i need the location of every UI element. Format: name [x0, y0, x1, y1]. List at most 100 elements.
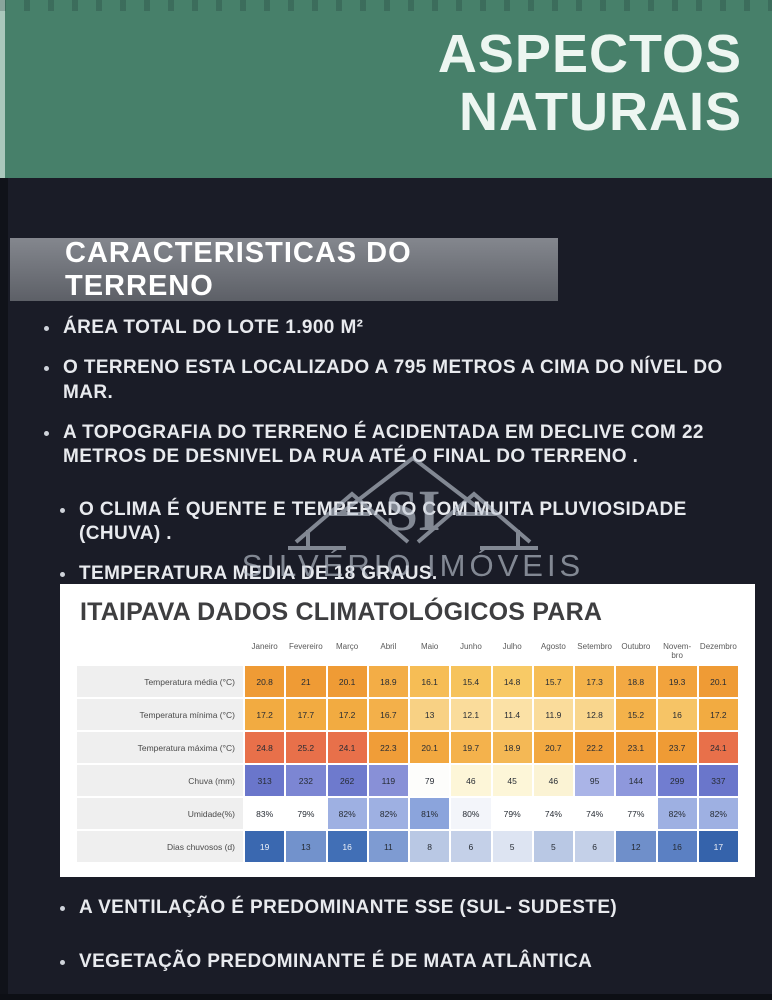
data-cell: 20.1 — [697, 665, 739, 698]
data-cell: 15.7 — [532, 665, 574, 698]
data-cell: 23.1 — [615, 731, 657, 764]
data-cell: 74% — [574, 797, 616, 830]
table-row: Umidade(%) 83% 79% 82% 82% 81% 80% 79% 74% 74% 77%… — [76, 797, 739, 830]
month-header-cell: Outubro — [615, 637, 657, 665]
month-header-cell: Maio — [409, 637, 451, 665]
data-cell: 15.2 — [615, 698, 657, 731]
data-cell: 14.8 — [491, 665, 533, 698]
data-cell: 262 — [326, 764, 368, 797]
slide-header: ASPECTOS NATURAIS — [0, 0, 772, 178]
list-item: O TERRENO ESTA LOCALIZADO A 795 METROS A… — [44, 356, 734, 405]
data-cell: 313 — [244, 764, 286, 797]
data-cell: 22.2 — [574, 731, 616, 764]
month-header-cell: Março — [326, 637, 368, 665]
data-cell: 12.8 — [574, 698, 616, 731]
month-header-cell: Setembro — [574, 637, 616, 665]
bullet-dot-icon — [44, 326, 49, 331]
data-cell: 82% — [326, 797, 368, 830]
month-header-cell: Abril — [367, 637, 409, 665]
data-cell: 5 — [532, 830, 574, 863]
month-header-cell: Junho — [450, 637, 492, 665]
table-row: Chuva (mm) 313 232 262 119 79 46 45 46 95 144 299 33… — [76, 764, 739, 797]
data-cell: 21 — [285, 665, 327, 698]
data-cell: 16 — [656, 698, 698, 731]
data-cell: 15.4 — [450, 665, 492, 698]
data-cell: 8 — [409, 830, 451, 863]
bullet-dot-icon — [60, 906, 65, 911]
data-cell: 16.1 — [409, 665, 451, 698]
data-cell: 19.3 — [656, 665, 698, 698]
bottom-bullet-list: A VENTILAÇÃO É PREDOMINANTE SSE (SUL- SU… — [60, 896, 740, 975]
data-cell: 16 — [326, 830, 368, 863]
bullet-text: A TOPOGRAFIA DO TERRENO É ACIDENTADA EM … — [63, 421, 704, 468]
climate-table-header: Janeiro Fevereiro Março Abril Maio Junho Julho… — [76, 637, 739, 665]
data-cell: 232 — [285, 764, 327, 797]
data-cell: 16.7 — [367, 698, 409, 731]
bullet-dot-icon — [60, 572, 65, 578]
data-cell: 82% — [697, 797, 739, 830]
data-cell: 82% — [656, 797, 698, 830]
bullet-text: ÁREA TOTAL DO LOTE 1.900 M² — [63, 317, 364, 338]
list-item: TEMPERATURA MEDIA DE 18 GRAUS. — [44, 562, 734, 586]
bullet-dot-icon — [60, 507, 65, 513]
list-item: ÁREA TOTAL DO LOTE 1.900 M² — [44, 316, 734, 340]
data-cell: 144 — [615, 764, 657, 797]
month-header-cell: Julho — [491, 637, 533, 665]
data-cell: 79 — [409, 764, 451, 797]
month-header-cell: Janeiro — [244, 637, 286, 665]
row-label-cell: Temperatura mínima (°C) — [76, 698, 244, 731]
data-cell: 20.8 — [244, 665, 286, 698]
data-cell: 22.3 — [367, 731, 409, 764]
page-title: ASPECTOS NATURAIS — [438, 25, 742, 142]
data-cell: 23.7 — [656, 731, 698, 764]
bottom-edge-strip — [0, 994, 772, 1000]
page-title-line2: NATURAIS — [459, 81, 742, 142]
data-cell: 12.1 — [450, 698, 492, 731]
data-cell: 20.1 — [409, 731, 451, 764]
data-cell: 6 — [450, 830, 492, 863]
month-header-cell: Dezembro — [697, 637, 739, 665]
data-cell: 45 — [491, 764, 533, 797]
data-cell: 12 — [615, 830, 657, 863]
table-row: Temperatura média (°C) 20.8 21 20.1 18.9 16.1… — [76, 665, 739, 698]
month-header-cell: Novem- bro — [656, 637, 698, 665]
data-cell: 17.2 — [326, 698, 368, 731]
bullet-dot-icon — [44, 366, 49, 372]
section-banner: CARACTERISTICAS DO TERRENO — [10, 237, 558, 302]
data-cell: 79% — [285, 797, 327, 830]
data-cell: 11.9 — [532, 698, 574, 731]
month-header-cell: Fevereiro — [285, 637, 327, 665]
data-cell: 95 — [574, 764, 616, 797]
data-cell: 337 — [697, 764, 739, 797]
data-cell: 17.2 — [244, 698, 286, 731]
data-cell: 11 — [367, 830, 409, 863]
data-cell: 20.7 — [532, 731, 574, 764]
row-label-cell: Dias chuvosos (d) — [76, 830, 244, 863]
data-cell: 13 — [285, 830, 327, 863]
list-item: VEGETAÇÃO PREDOMINANTE É DE MATA ATLÂNTI… — [60, 950, 740, 974]
data-cell: 17 — [697, 830, 739, 863]
data-cell: 24.8 — [244, 731, 286, 764]
row-label-cell: Chuva (mm) — [76, 764, 244, 797]
climate-table-title: ITAIPAVA DADOS CLIMATOLÓGICOS PARA — [80, 598, 603, 626]
data-cell: 77% — [615, 797, 657, 830]
data-cell: 83% — [244, 797, 286, 830]
climate-table-body: Temperatura média (°C) 20.8 21 20.1 18.9 16.1… — [76, 665, 739, 863]
row-label-cell: Temperatura média (°C) — [76, 665, 244, 698]
data-cell: 19.7 — [450, 731, 492, 764]
data-cell: 17.3 — [574, 665, 616, 698]
bullet-text: O CLIMA É QUENTE E TEMPERADO COM MUITA P… — [79, 498, 687, 544]
list-item: A VENTILAÇÃO É PREDOMINANTE SSE (SUL- SU… — [60, 896, 740, 920]
table-row: Temperatura mínima (°C) 17.2 17.7 17.2 16.7 1… — [76, 698, 739, 731]
data-cell: 18.9 — [491, 731, 533, 764]
data-cell: 17.2 — [697, 698, 739, 731]
data-cell: 80% — [450, 797, 492, 830]
data-cell: 19 — [244, 830, 286, 863]
climate-card: ITAIPAVA DADOS CLIMATOLÓGICOS PARA Janei… — [60, 584, 755, 877]
bullet-text: O TERRENO ESTA LOCALIZADO A 795 METROS A… — [63, 357, 723, 403]
bullet-dot-icon — [60, 960, 65, 966]
data-cell: 18.9 — [367, 665, 409, 698]
table-row: Dias chuvosos (d) 19 13 16 11 8 6 5 5 6 12 16 17 — [76, 830, 739, 863]
data-cell: 81% — [409, 797, 451, 830]
